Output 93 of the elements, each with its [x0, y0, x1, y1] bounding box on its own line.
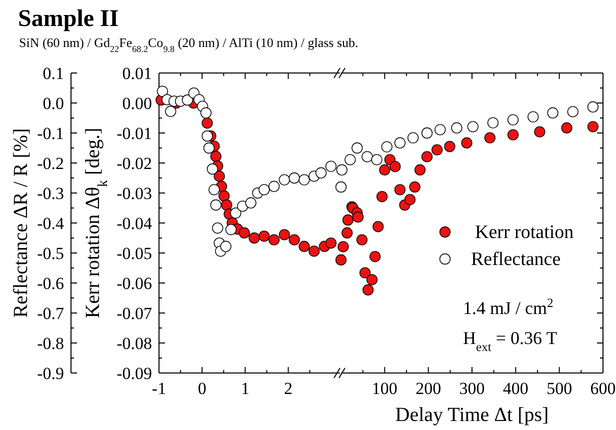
point	[338, 241, 349, 252]
x-tick-label: 1	[240, 379, 250, 398]
point	[359, 267, 371, 278]
y-tick-label: -0.1	[37, 124, 64, 143]
point	[534, 126, 546, 138]
point	[366, 274, 378, 286]
point	[379, 164, 390, 176]
point	[561, 122, 572, 134]
annotation: 1.4 mJ / cm$^{2}$	[463, 296, 554, 318]
point	[230, 208, 242, 219]
x-tick-label: 2	[284, 379, 293, 398]
y-axis-title: Reflectance ΔR / R [%]	[10, 128, 32, 318]
point	[258, 184, 270, 196]
y2-tick-label: -0.01	[116, 124, 152, 143]
y-tick-label: -0.4	[37, 214, 64, 233]
point	[342, 227, 353, 238]
y-tick-label: -0.9	[37, 364, 64, 383]
chart-title: Sample II	[18, 6, 119, 32]
y-tick-label: -0.8	[37, 334, 64, 353]
point	[394, 184, 406, 196]
y2-tick-label: -0.03	[116, 184, 152, 203]
y2-tick-label: -0.08	[116, 334, 152, 353]
point	[218, 190, 230, 202]
point	[587, 121, 599, 132]
point	[390, 161, 401, 172]
x-tick-label: 200	[416, 379, 442, 398]
point	[325, 238, 337, 249]
y2-tick-label: -0.07	[116, 304, 152, 323]
point	[208, 184, 220, 196]
y2-tick-label: -0.04	[116, 214, 152, 233]
point	[414, 164, 426, 176]
x-tick-label: 100	[372, 379, 398, 398]
x-tick-label: 400	[502, 379, 528, 398]
x-tick-label: 500	[546, 379, 572, 398]
point	[461, 137, 472, 148]
x-tick-label: 600	[590, 379, 616, 398]
point	[182, 94, 194, 106]
y-tick-label: 0.1	[42, 64, 64, 83]
y-tick-label: -0.7	[37, 304, 64, 323]
x-tick-label: -1	[152, 379, 166, 398]
point	[335, 254, 347, 266]
point	[369, 251, 381, 262]
y-tick-label: -0.3	[37, 184, 64, 203]
point	[298, 240, 310, 252]
point	[404, 194, 416, 206]
y-tick-label: -0.2	[37, 154, 64, 173]
chart-subtitle: SiN (60 nm) / Gd$_{22}$Fe$_{68.2}$Co$_{9.8}$ (20 nm) / AlTi (10 nm) / glass sub.	[19, 35, 358, 54]
point	[225, 224, 237, 236]
point	[308, 246, 320, 257]
point	[221, 199, 232, 211]
y2-tick-label: -0.05	[116, 244, 152, 263]
point	[288, 234, 300, 246]
point	[431, 144, 443, 156]
legend-label: Kerr rotation	[475, 222, 574, 243]
y2-tick-label: 0.00	[122, 94, 152, 113]
point	[507, 129, 519, 140]
point	[220, 240, 232, 252]
point	[200, 107, 212, 118]
point	[156, 86, 168, 97]
point	[372, 221, 384, 232]
point	[484, 132, 496, 144]
point	[444, 140, 456, 152]
annotation: H$_{ext}$ = 0.36 T	[463, 328, 558, 354]
point	[258, 230, 270, 242]
y2-tick-label: -0.02	[116, 154, 152, 173]
legend-label: Reflectance	[471, 249, 561, 270]
y2-tick-label: -0.09	[116, 364, 152, 383]
point	[238, 227, 250, 238]
point	[214, 170, 225, 182]
x-tick-label: 300	[459, 379, 485, 398]
point	[356, 234, 368, 246]
y-tick-label: 0.0	[42, 94, 64, 113]
point	[202, 130, 213, 142]
point	[315, 167, 327, 178]
point	[202, 118, 213, 129]
y2-tick-label: 0.01	[122, 64, 152, 83]
point	[421, 151, 433, 162]
point	[409, 181, 420, 193]
point	[352, 211, 364, 223]
y-tick-label: -0.6	[37, 274, 64, 293]
point	[268, 234, 280, 246]
x-axis-title: Delay Time Δt [ps]	[395, 404, 549, 426]
x-tick-label: 0	[198, 379, 206, 398]
point	[248, 232, 260, 244]
point	[203, 142, 215, 154]
point	[278, 229, 290, 240]
point	[210, 150, 222, 162]
point	[342, 214, 354, 226]
point	[376, 191, 388, 202]
point	[206, 163, 218, 175]
y-tick-label: -0.5	[37, 244, 64, 263]
y2-tick-label: -0.06	[116, 274, 152, 293]
point	[362, 284, 374, 296]
